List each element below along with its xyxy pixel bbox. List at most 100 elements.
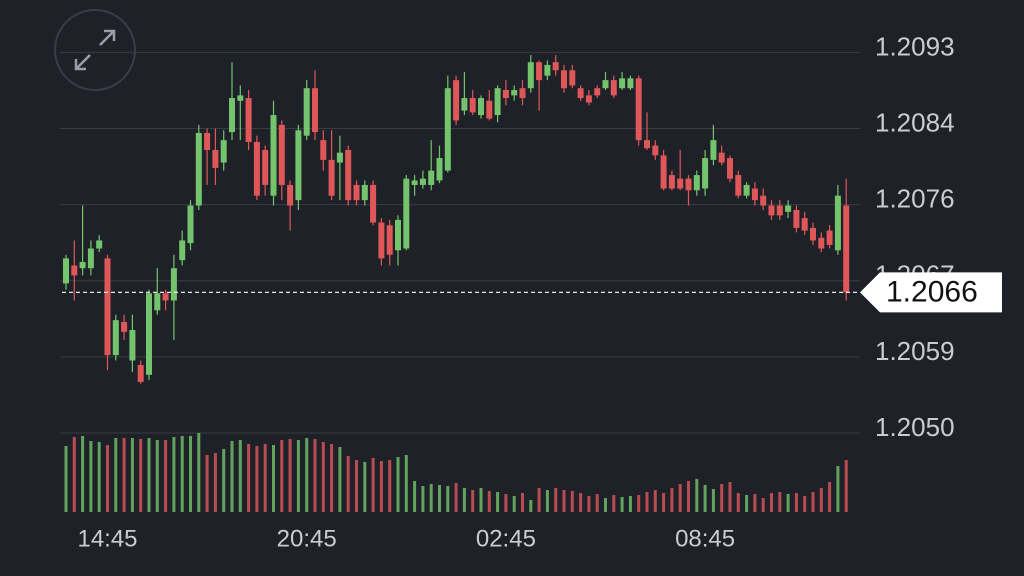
candle-body — [187, 205, 194, 244]
candle-body — [453, 80, 460, 121]
candle-body — [519, 88, 526, 99]
candle-body — [303, 88, 310, 136]
candle-body — [552, 62, 559, 71]
candle-body — [577, 88, 584, 99]
volume-bar — [778, 492, 782, 512]
volume-bar — [263, 444, 267, 512]
candle-body — [370, 184, 377, 223]
y-tick-label: 1.2084 — [875, 107, 955, 137]
candle-body — [668, 175, 675, 189]
candle-body — [635, 78, 642, 141]
price-tag-label: 1.2066 — [886, 275, 978, 308]
volume-bar — [363, 462, 367, 512]
candle-body — [96, 240, 103, 249]
candle-body — [295, 130, 302, 201]
expand-icon — [74, 29, 116, 71]
candle-body — [768, 205, 775, 216]
candle-body — [79, 261, 86, 269]
volume-bar — [595, 494, 599, 512]
candle-body — [660, 155, 667, 189]
candle-body — [253, 141, 260, 196]
volume-bar — [736, 493, 740, 512]
volume-bar — [280, 440, 284, 512]
volume-bar — [64, 446, 68, 512]
candle-body — [569, 70, 576, 86]
volume-bar — [172, 437, 176, 512]
candle-body — [428, 170, 435, 185]
x-tick-label: 20:45 — [277, 525, 337, 552]
candle-body — [793, 210, 800, 228]
volume-bar — [803, 496, 807, 512]
candle-body — [63, 258, 69, 284]
x-tick-label: 14:45 — [77, 525, 137, 552]
candle-body — [146, 293, 152, 375]
candle-body — [743, 184, 750, 196]
candle-body — [320, 140, 327, 160]
volume-bar — [471, 490, 475, 512]
volume-bar — [355, 460, 358, 512]
volume-bar — [421, 486, 425, 512]
volume-bar — [238, 440, 242, 512]
candle-body — [810, 227, 816, 241]
candle-body — [195, 132, 202, 206]
volume-bar — [189, 436, 192, 512]
volume-bar — [819, 488, 823, 512]
volume-bar — [570, 491, 574, 512]
candle-body — [436, 158, 443, 181]
volume-bar — [81, 436, 85, 512]
candle-body — [494, 88, 501, 116]
candle-body — [71, 265, 78, 276]
candle-body — [245, 98, 252, 142]
candle-body — [336, 152, 343, 163]
candle-body — [627, 78, 634, 89]
candle-body — [154, 293, 161, 311]
candle-body — [461, 98, 468, 111]
candle-body — [112, 320, 119, 356]
volume-bar — [72, 437, 76, 512]
volume-bar — [687, 481, 690, 512]
volume-bar — [695, 479, 699, 512]
volume-bar — [745, 495, 749, 512]
candle-body — [121, 321, 128, 332]
volume-bar — [496, 492, 500, 512]
candle-body — [353, 184, 360, 201]
y-tick-label: 1.2093 — [875, 31, 955, 61]
candle-body — [361, 184, 368, 201]
candle-body — [776, 205, 783, 216]
volume-bar — [247, 444, 251, 512]
volume-bar — [205, 455, 209, 512]
candle-body — [585, 95, 592, 103]
volume-bar — [122, 438, 126, 512]
volume-bar — [338, 447, 342, 512]
volume-bar — [545, 490, 549, 512]
candle-body — [444, 88, 451, 171]
volume-bar — [487, 491, 491, 512]
volume-bar — [844, 460, 848, 512]
candle-body — [735, 175, 742, 196]
volume-bar — [388, 460, 392, 512]
candle-body — [610, 80, 617, 96]
candle-body — [785, 205, 792, 212]
volume-bar — [288, 439, 292, 512]
candle-body — [818, 237, 825, 249]
volume-bar — [711, 489, 715, 512]
candle-body — [652, 145, 659, 156]
expand-button[interactable] — [54, 9, 136, 91]
candle-body — [710, 140, 717, 160]
candle-body — [536, 62, 543, 81]
candle-body — [594, 88, 601, 96]
volume-bar — [106, 445, 109, 512]
volume-bar — [346, 456, 350, 512]
candle-body — [685, 178, 692, 191]
candle-body — [212, 150, 219, 168]
volume-bar — [811, 492, 815, 512]
volume-bar — [305, 438, 309, 512]
x-tick-label: 02:45 — [476, 525, 536, 552]
volume-bar — [836, 466, 840, 512]
volume-bar — [313, 439, 317, 512]
candle-body — [727, 158, 733, 179]
volume-bar — [662, 493, 666, 512]
volume-bar — [180, 436, 184, 512]
